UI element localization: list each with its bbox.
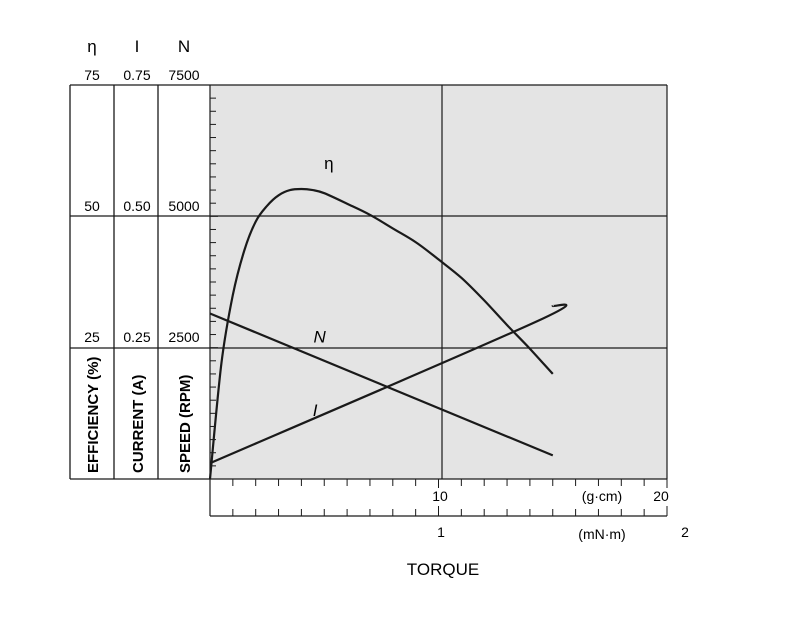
spd-tick-2500: 2500 [168, 329, 199, 345]
plot-grid [209, 84, 668, 516]
efficiency-curve-label: η [324, 154, 333, 173]
x-axis-ticks [232, 479, 668, 516]
spd-tick-5000: 5000 [168, 198, 199, 214]
axis-columns [69, 84, 210, 480]
mnm-tick-1: 1 [437, 524, 445, 540]
efficiency-symbol: η [87, 37, 96, 56]
spd-tick-7500: 7500 [168, 67, 199, 83]
speed-line [209, 312, 554, 457]
current-line [209, 303, 568, 465]
mnm-unit: (mN·m) [578, 526, 625, 542]
eff-tick-75: 75 [84, 67, 100, 83]
eff-tick-50: 50 [84, 198, 100, 214]
gcm-unit: (g·cm) [582, 488, 622, 504]
speed-axis-label: SPEED (RPM) [177, 375, 194, 473]
cur-tick-075: 0.75 [123, 67, 150, 83]
speed-line-label: N [314, 327, 327, 346]
speed-symbol: N [178, 37, 190, 56]
cur-tick-050: 0.50 [123, 198, 150, 214]
current-symbol: I [135, 37, 140, 56]
cur-tick-025: 0.25 [123, 329, 150, 345]
efficiency-axis-label: EFFICIENCY (%) [85, 357, 102, 473]
mnm-tick-2: 2 [681, 524, 689, 540]
plot-area [210, 85, 667, 479]
current-axis-label: CURRENT (A) [130, 375, 147, 473]
gcm-tick-10: 10 [432, 488, 448, 504]
efficiency-curve [208, 187, 554, 480]
current-line-label: I [313, 401, 318, 420]
gcm-tick-20: 20 [653, 488, 669, 504]
eff-tick-25: 25 [84, 329, 100, 345]
x-axis-title: TORQUE [407, 560, 479, 579]
